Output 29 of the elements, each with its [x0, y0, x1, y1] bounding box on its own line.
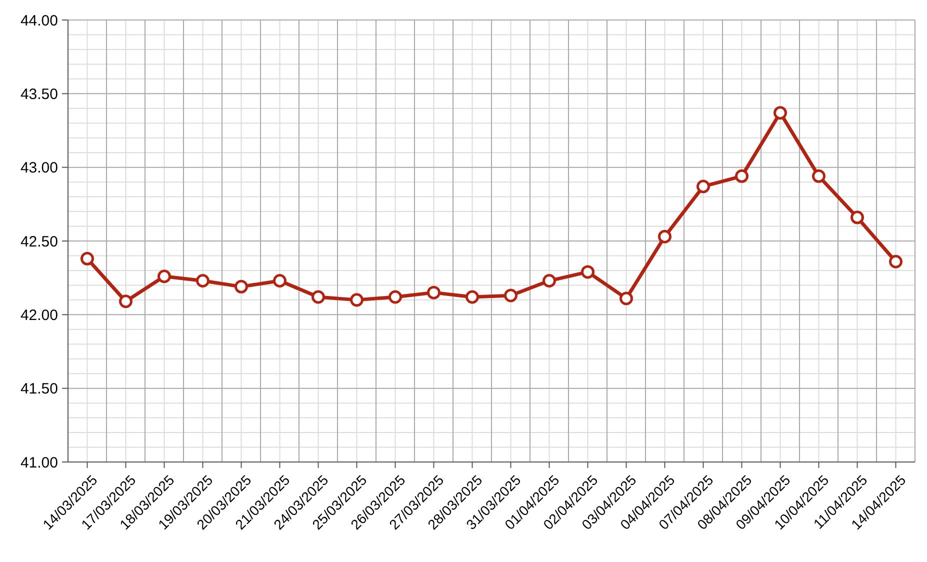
point	[889, 254, 902, 268]
point	[273, 274, 286, 288]
y-tick-label: 41.00	[20, 454, 58, 472]
point	[696, 180, 710, 194]
point	[312, 290, 325, 304]
point	[812, 169, 826, 183]
point	[427, 286, 440, 300]
point	[850, 210, 864, 224]
point	[119, 294, 132, 308]
point	[620, 292, 633, 306]
point	[774, 106, 787, 120]
point	[581, 265, 594, 279]
point	[735, 169, 748, 183]
point	[504, 288, 518, 302]
y-tick-label: 41.50	[20, 380, 58, 398]
point	[658, 230, 672, 244]
point	[80, 252, 94, 266]
y-tick-label: 43.00	[20, 160, 58, 177]
point	[234, 280, 248, 294]
point	[158, 270, 171, 284]
y-tick-label: 44.00	[20, 12, 58, 30]
point	[388, 290, 402, 304]
point	[350, 293, 364, 307]
point	[466, 290, 479, 304]
y-tick-label: 42.00	[20, 306, 58, 324]
point	[542, 274, 556, 288]
point	[196, 274, 210, 288]
y-tick-label: 42.50	[20, 233, 58, 250]
y-tick-label: 43.50	[20, 86, 58, 103]
